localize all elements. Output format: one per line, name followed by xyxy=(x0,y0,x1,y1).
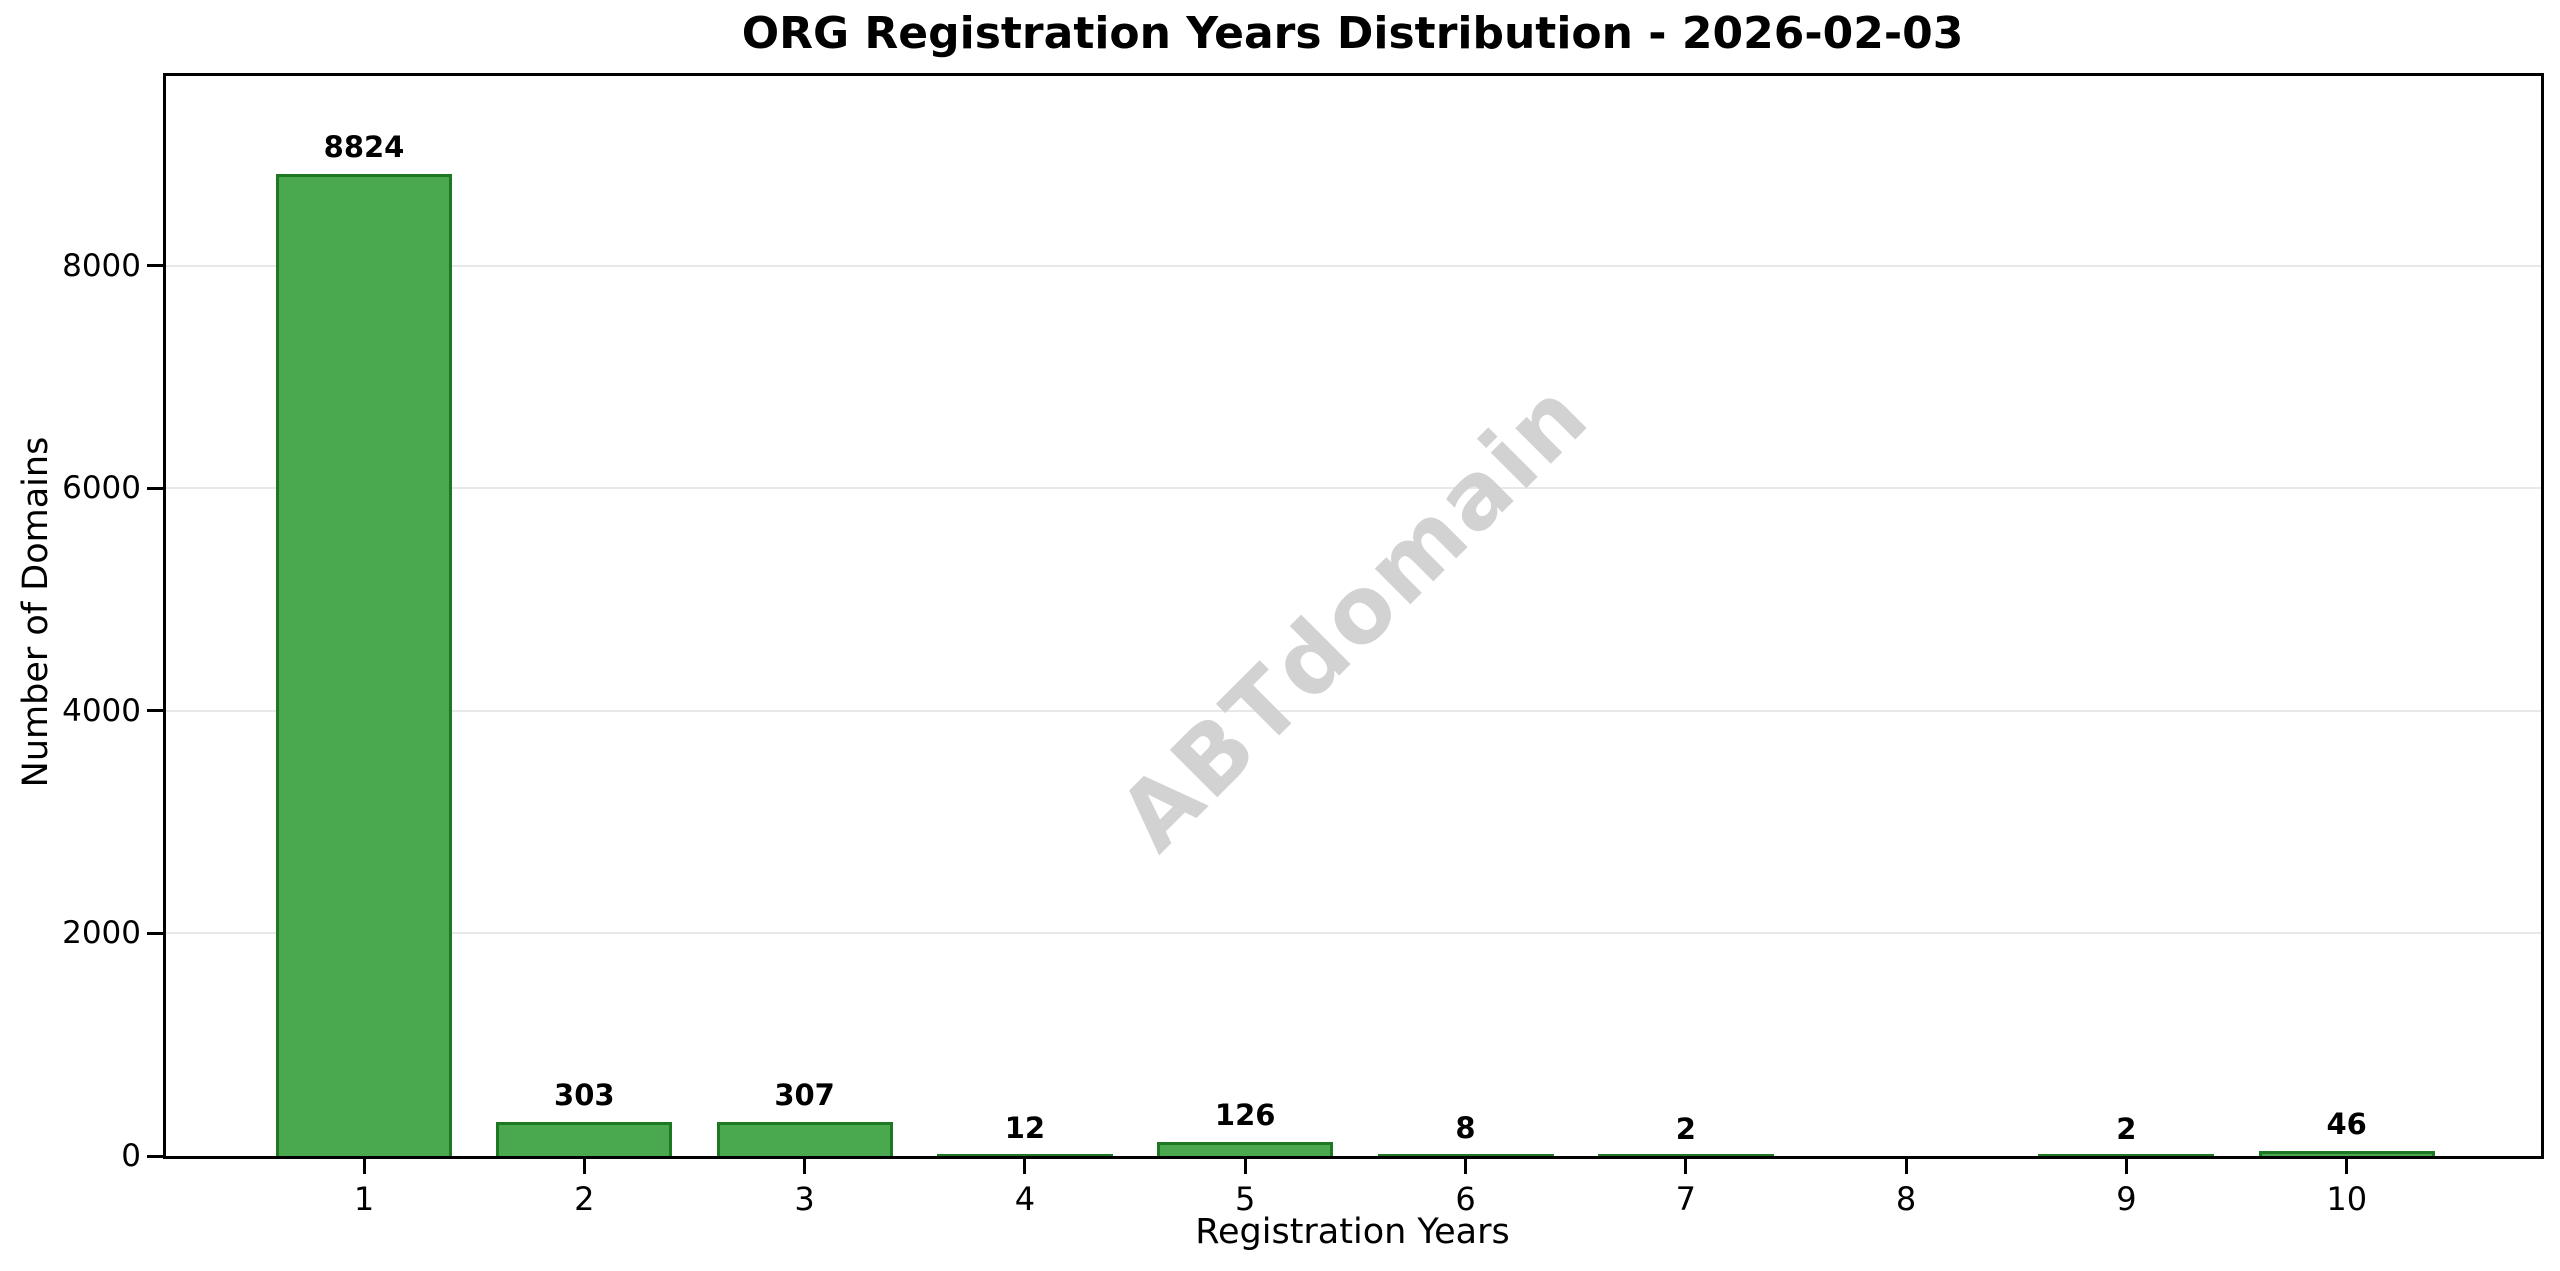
x-axis-label: Registration Years xyxy=(1195,1212,1510,1252)
x-tick-label: 10 xyxy=(2326,1180,2368,1218)
x-tick-label: 9 xyxy=(2116,1180,2137,1218)
x-axis-tick xyxy=(362,1159,366,1174)
x-axis-tick xyxy=(2345,1159,2349,1174)
bar-value-label: 303 xyxy=(554,1078,615,1113)
x-axis-tick xyxy=(1243,1159,1247,1174)
y-axis-tick xyxy=(147,709,163,713)
x-tick-label: 3 xyxy=(794,1180,815,1218)
bar-value-label: 307 xyxy=(774,1077,835,1112)
y-axis-tick xyxy=(147,931,163,935)
bar-value-label: 2 xyxy=(2116,1111,2137,1146)
gridlines-layer xyxy=(166,76,2541,1156)
bar xyxy=(276,174,452,1156)
grid-line xyxy=(166,709,2541,712)
x-axis-tick xyxy=(1023,1159,1027,1174)
bar-value-label: 126 xyxy=(1214,1097,1276,1132)
x-axis-tick xyxy=(1464,1159,1467,1174)
y-tick-label: 8000 xyxy=(62,247,141,284)
bar xyxy=(2038,1153,2215,1156)
bar-value-label: 8 xyxy=(1455,1111,1476,1146)
bar xyxy=(936,1153,1113,1156)
y-tick-label: 2000 xyxy=(62,915,141,952)
bar-value-label: 12 xyxy=(1004,1110,1046,1145)
bar xyxy=(496,1122,673,1156)
x-axis-tick xyxy=(582,1159,586,1174)
x-tick-label: 2 xyxy=(574,1180,595,1218)
x-axis-tick xyxy=(2124,1159,2128,1174)
x-axis-tick xyxy=(803,1159,807,1174)
bar-value-label: 46 xyxy=(2326,1106,2367,1141)
y-axis-tick xyxy=(147,486,163,490)
grid-line xyxy=(166,264,2541,267)
bar xyxy=(1157,1141,1334,1156)
bar xyxy=(1597,1153,1774,1156)
y-tick-label: 6000 xyxy=(62,470,141,507)
plot-area: ABTdomain 8824 303 307 12 126 8 2 2 46 xyxy=(163,73,2544,1159)
chart-title: ORG Registration Years Distribution - 20… xyxy=(741,8,1964,59)
grid-line xyxy=(166,487,2541,490)
x-tick-label: 6 xyxy=(1455,1180,1476,1218)
bar-value-label: 8824 xyxy=(323,130,405,165)
x-axis-tick xyxy=(1684,1159,1688,1174)
x-tick-label: 8 xyxy=(1895,1180,1917,1218)
y-axis-tick xyxy=(147,1154,163,1158)
x-axis-tick xyxy=(1904,1159,1908,1174)
x-tick-label: 5 xyxy=(1235,1180,1256,1218)
x-tick-label: 7 xyxy=(1675,1180,1696,1218)
y-axis-tick xyxy=(147,264,163,268)
bar xyxy=(2258,1150,2435,1156)
bar xyxy=(716,1121,893,1156)
grid-line xyxy=(166,932,2541,935)
y-tick-label: 0 xyxy=(121,1138,141,1174)
x-tick-label: 4 xyxy=(1014,1180,1036,1218)
y-tick-label: 4000 xyxy=(62,692,141,729)
bar xyxy=(1377,1153,1554,1156)
bars-layer: 8824 303 307 12 126 8 2 2 46 xyxy=(166,76,2541,1156)
bar-value-label: 2 xyxy=(1675,1111,1696,1146)
x-tick-label: 1 xyxy=(353,1180,375,1218)
